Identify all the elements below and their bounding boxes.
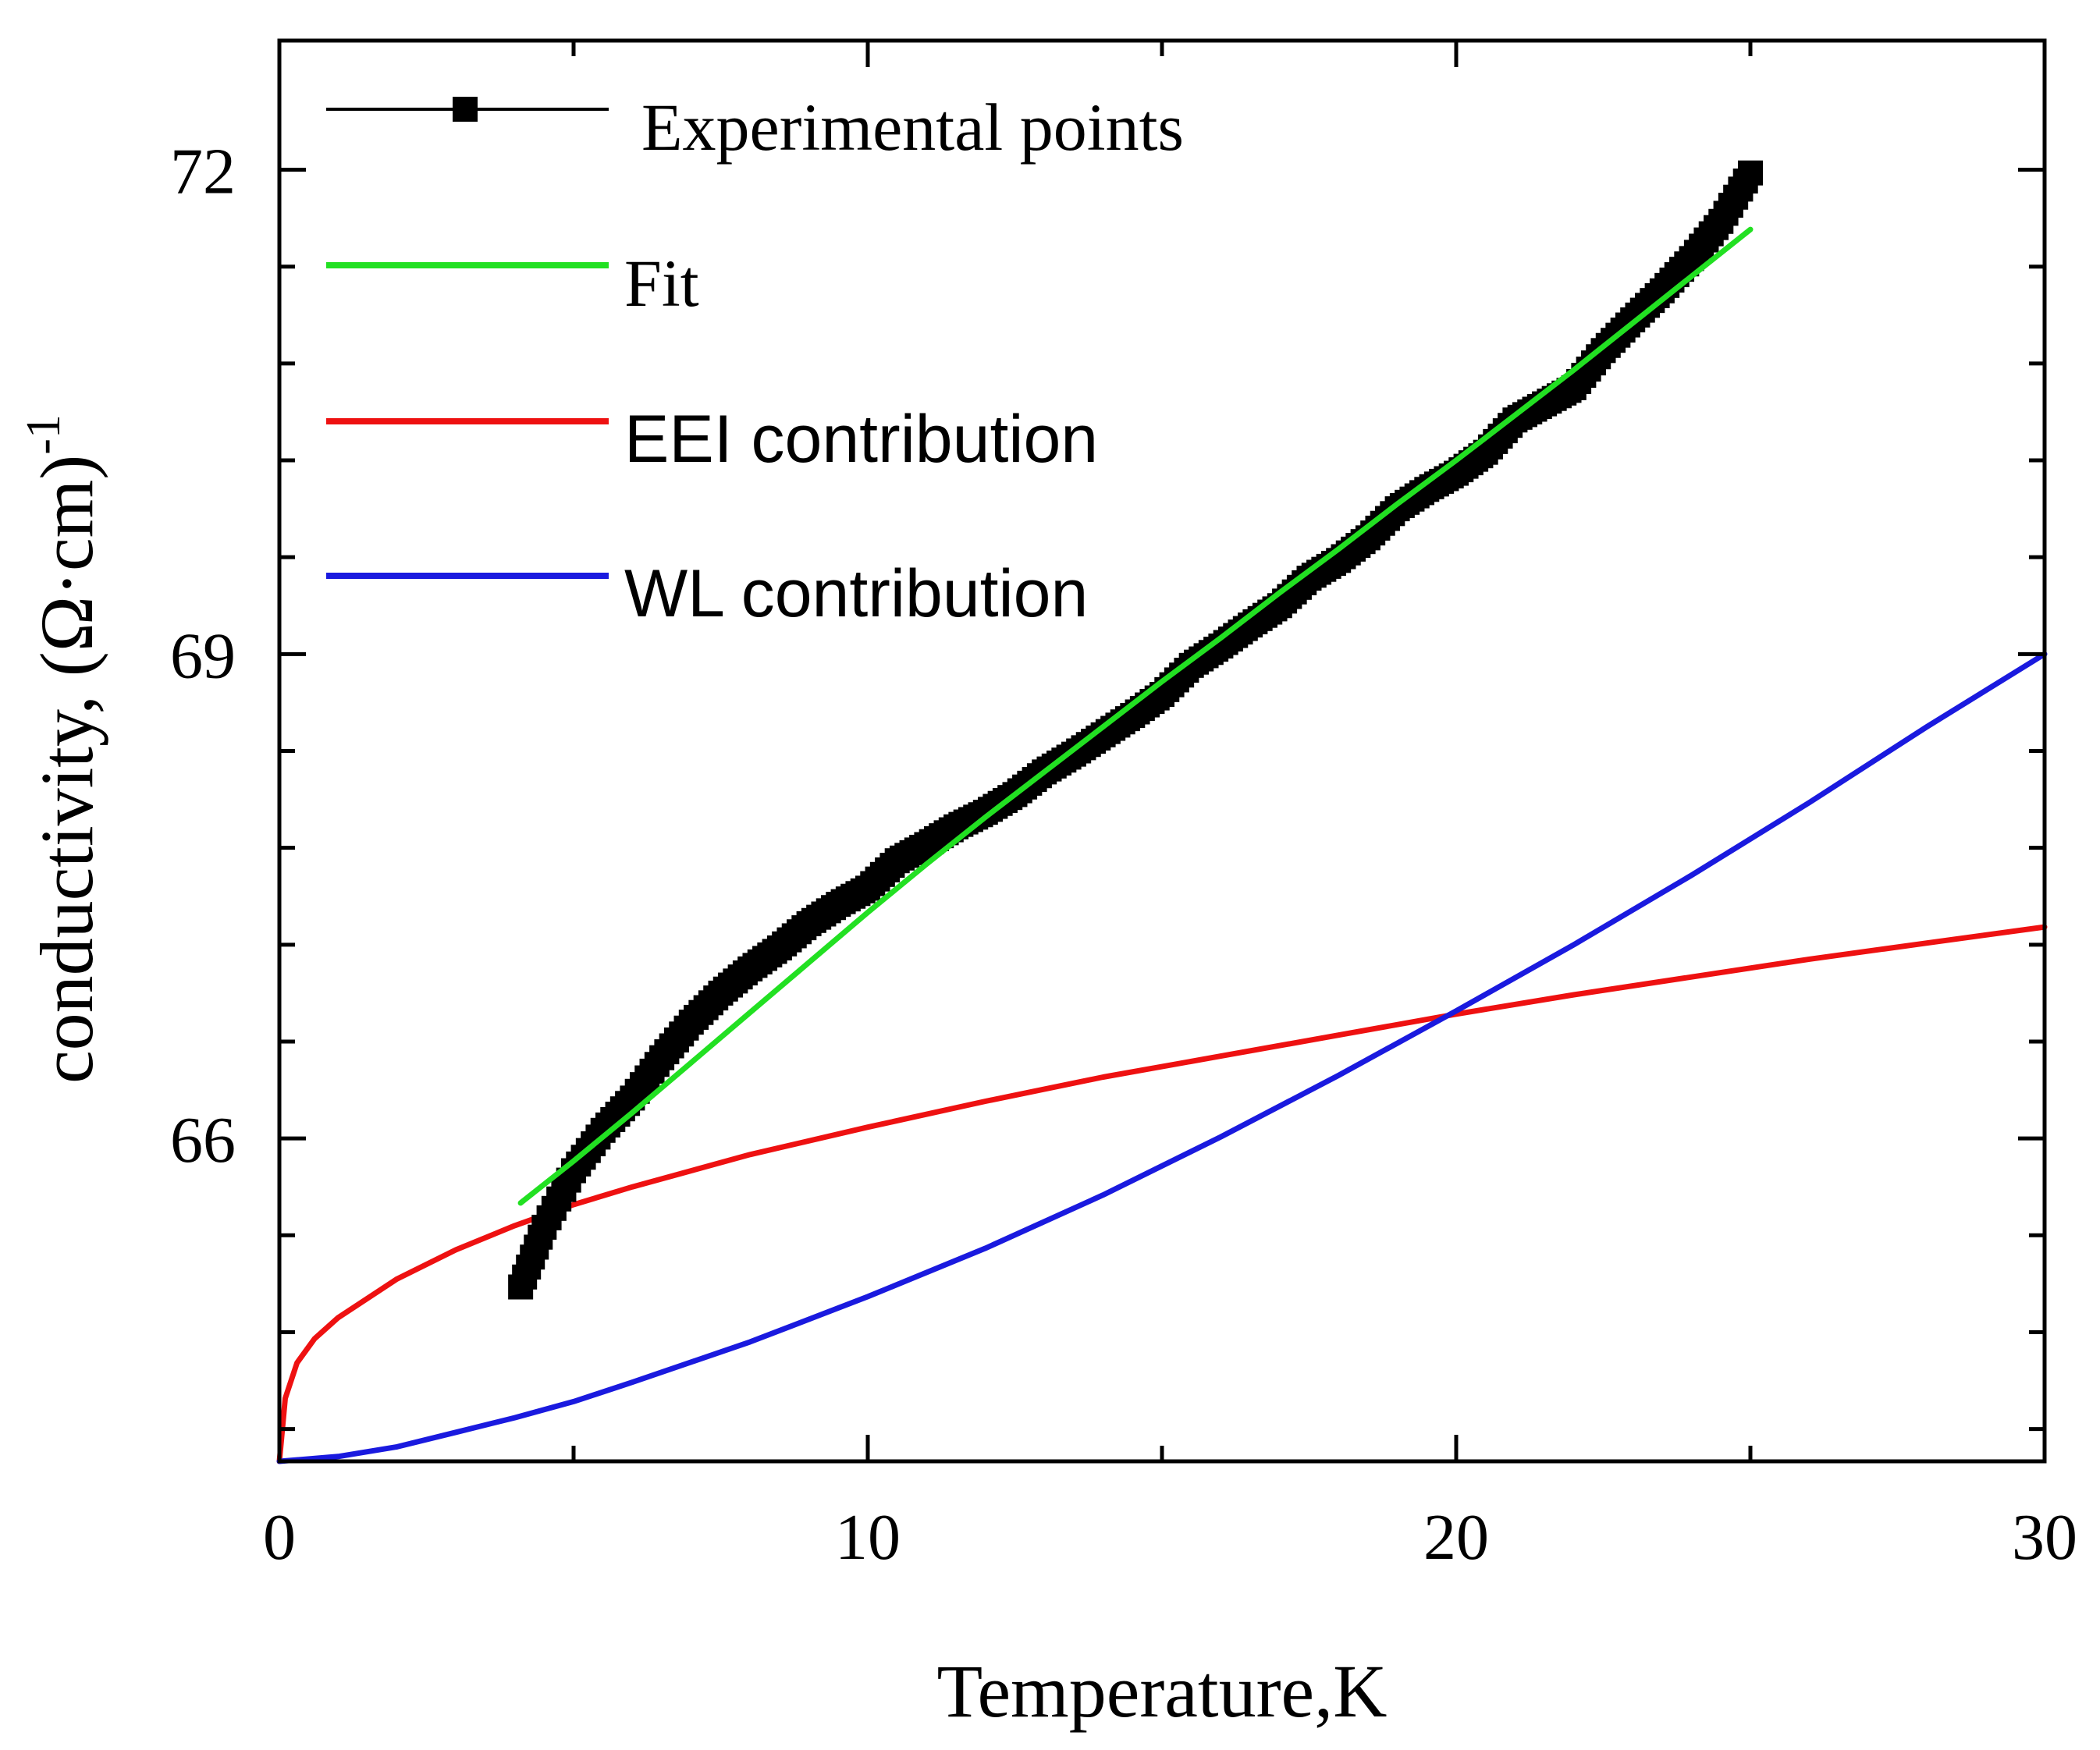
y-tick-label: 69: [170, 619, 236, 692]
data-point: [1738, 160, 1763, 186]
x-tick-label: 20: [1423, 1501, 1489, 1574]
legend-label-eei: EEI contribution: [624, 402, 1098, 477]
x-axis-label: Temperature,K: [937, 1649, 1388, 1733]
legend-marker-experimental: [453, 97, 478, 122]
legend-label-wl: WL contribution: [624, 556, 1088, 631]
series-fit-line: [517, 226, 1754, 1206]
x-tick-label: 0: [263, 1501, 296, 1574]
series-wl-contribution-line: [276, 651, 2048, 1464]
y-tick-label: 66: [170, 1104, 236, 1177]
x-tick-label: 30: [2012, 1501, 2077, 1574]
legend-label-fit: Fit: [624, 246, 699, 321]
x-tick-label: 10: [835, 1501, 901, 1574]
legend-label-experimental: Experimental points: [641, 90, 1184, 165]
y-axis-label-group: conductivity, (Ω·cm)-1: [17, 414, 108, 1084]
y-axis-label: conductivity, (Ω·cm)-1: [17, 414, 108, 1084]
tick-layer: 0 10 20 30 66 69 72: [170, 41, 2077, 1574]
series-eei-contribution-line: [276, 924, 2048, 1464]
y-tick-label: 72: [170, 136, 236, 208]
series-layer: [276, 160, 2048, 1464]
legend: Experimental points Fit EEI contribution…: [326, 90, 1184, 631]
plot-frame: [277, 38, 2047, 1464]
y-axis-label-text: conductivity, (Ω·cm): [25, 455, 108, 1084]
y-axis-label-superscript: -1: [17, 414, 70, 455]
